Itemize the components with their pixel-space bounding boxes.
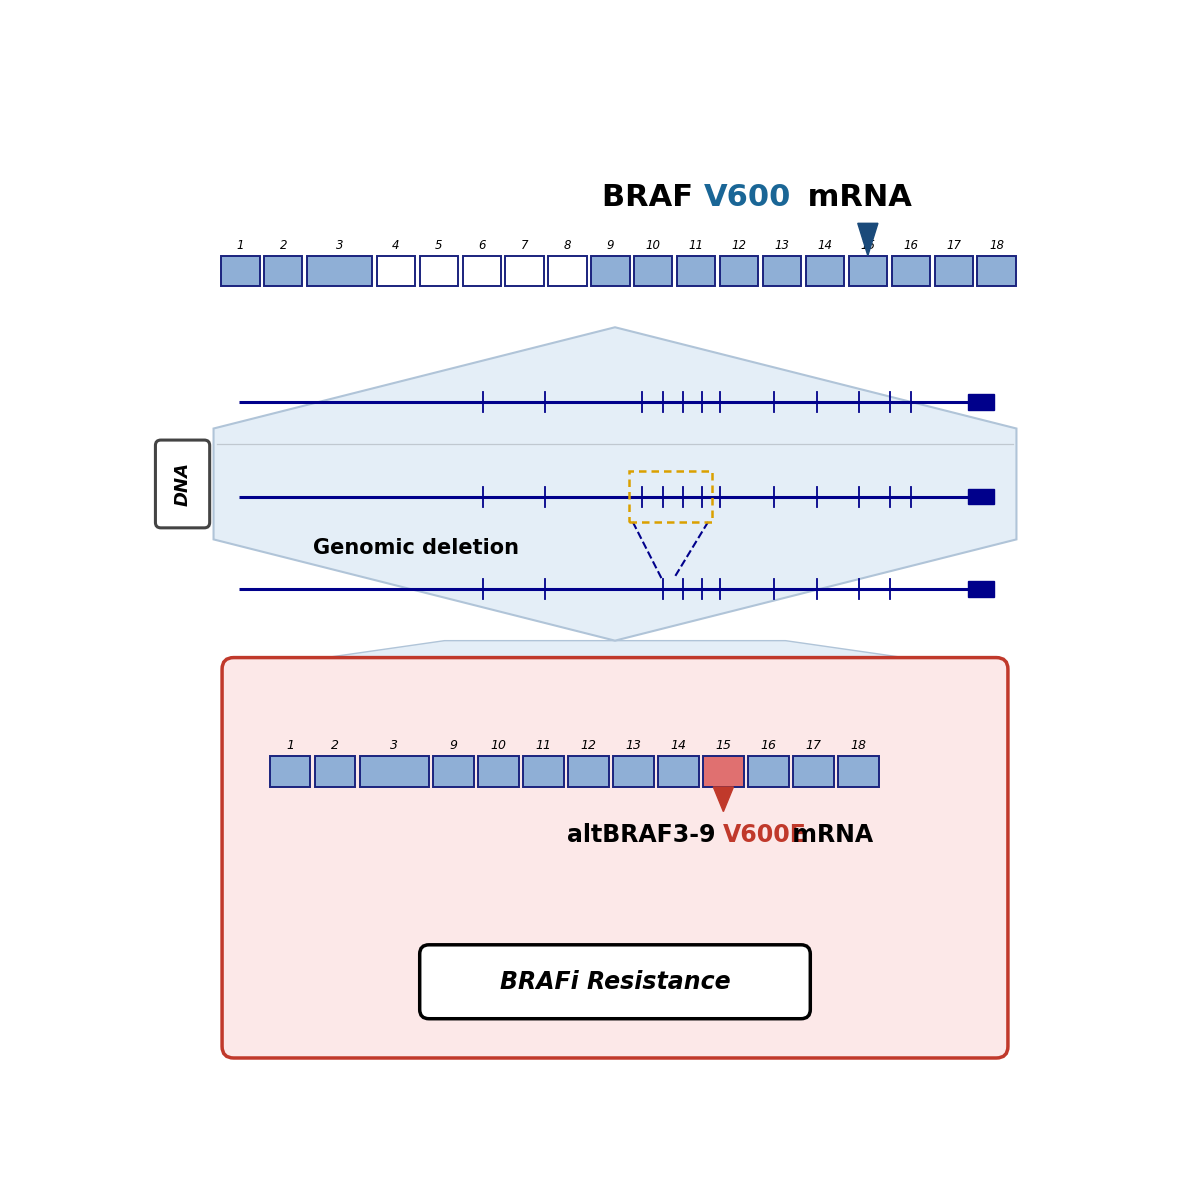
Bar: [264, 256, 302, 287]
Bar: [967, 488, 994, 504]
Text: 9: 9: [450, 738, 457, 751]
FancyBboxPatch shape: [420, 944, 810, 1019]
Bar: [569, 756, 608, 787]
Bar: [677, 256, 715, 287]
Text: 3: 3: [390, 738, 398, 751]
Bar: [806, 256, 844, 287]
Text: 2: 2: [280, 239, 287, 252]
Text: 12: 12: [581, 738, 596, 751]
Text: 7: 7: [521, 239, 528, 252]
Text: 13: 13: [774, 239, 790, 252]
Bar: [221, 256, 259, 287]
Text: 13: 13: [625, 738, 642, 751]
Bar: [848, 256, 887, 287]
Bar: [967, 395, 994, 409]
Polygon shape: [713, 787, 733, 811]
Text: 9: 9: [607, 239, 614, 252]
Text: DNA: DNA: [174, 462, 192, 506]
Bar: [523, 756, 564, 787]
Text: 1: 1: [236, 239, 244, 252]
Bar: [462, 256, 500, 287]
Text: V600E: V600E: [724, 823, 808, 847]
Bar: [613, 756, 654, 787]
Text: 12: 12: [732, 239, 746, 252]
Text: 6: 6: [478, 239, 486, 252]
Text: BRAFi Resistance: BRAFi Resistance: [499, 970, 731, 994]
Text: 4: 4: [392, 239, 400, 252]
Bar: [307, 256, 372, 287]
Bar: [838, 756, 878, 787]
Text: 18: 18: [989, 239, 1004, 252]
Bar: [592, 256, 630, 287]
Text: altBRAF3-9: altBRAF3-9: [566, 823, 724, 847]
Text: 2: 2: [331, 738, 340, 751]
Text: V600: V600: [704, 184, 792, 212]
Text: mRNA: mRNA: [784, 823, 872, 847]
Text: 17: 17: [805, 738, 821, 751]
Polygon shape: [858, 223, 878, 256]
Text: 16: 16: [904, 239, 918, 252]
Bar: [420, 256, 458, 287]
Text: 3: 3: [336, 239, 343, 252]
Bar: [720, 256, 758, 287]
Bar: [548, 256, 587, 287]
Bar: [892, 256, 930, 287]
Polygon shape: [245, 641, 985, 670]
Bar: [748, 756, 788, 787]
Text: 17: 17: [946, 239, 961, 252]
Text: 14: 14: [817, 239, 833, 252]
Bar: [978, 256, 1015, 287]
Bar: [316, 756, 355, 787]
Bar: [270, 756, 311, 787]
Text: 8: 8: [564, 239, 571, 252]
Text: 15: 15: [860, 239, 875, 252]
Text: mRNA: mRNA: [797, 184, 912, 212]
Text: 5: 5: [436, 239, 443, 252]
Bar: [360, 756, 428, 787]
Bar: [635, 256, 672, 287]
Bar: [659, 756, 698, 787]
Text: 11: 11: [535, 738, 552, 751]
Bar: [763, 256, 802, 287]
Text: Genomic deletion: Genomic deletion: [313, 539, 518, 558]
Bar: [967, 581, 994, 596]
Bar: [479, 756, 518, 787]
Text: 16: 16: [761, 738, 776, 751]
Text: 11: 11: [689, 239, 703, 252]
Bar: [629, 472, 712, 522]
Polygon shape: [214, 328, 1016, 641]
Text: 14: 14: [671, 738, 686, 751]
Bar: [935, 256, 973, 287]
Bar: [433, 756, 474, 787]
Bar: [505, 256, 544, 287]
Text: 1: 1: [287, 738, 294, 751]
Bar: [703, 756, 744, 787]
Text: BRAF: BRAF: [602, 184, 704, 212]
FancyBboxPatch shape: [156, 440, 210, 528]
Text: 18: 18: [851, 738, 866, 751]
Text: 15: 15: [715, 738, 731, 751]
Text: 10: 10: [646, 239, 661, 252]
FancyBboxPatch shape: [222, 658, 1008, 1058]
Bar: [793, 756, 834, 787]
Bar: [377, 256, 415, 287]
Text: 10: 10: [491, 738, 506, 751]
